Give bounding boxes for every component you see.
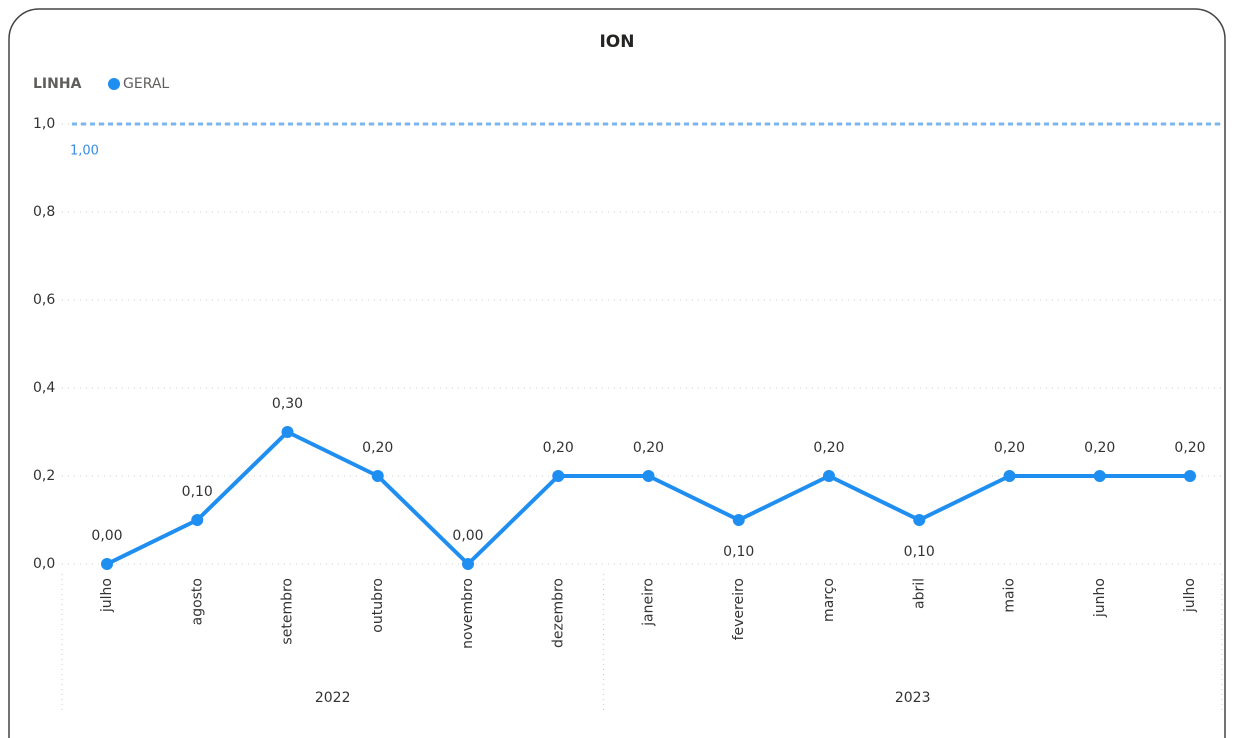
- x-tick-label: novembro: [460, 578, 476, 649]
- data-point: [1184, 470, 1196, 482]
- data-point: [101, 558, 113, 570]
- data-label: 0,20: [1174, 440, 1205, 456]
- data-point: [1003, 470, 1016, 482]
- data-label: 0,00: [91, 528, 122, 544]
- x-tick-label: julho: [1182, 578, 1198, 613]
- x-tick-label: fevereiro: [731, 578, 747, 640]
- data-point: [732, 514, 745, 526]
- data-label: 0,00: [452, 528, 483, 544]
- x-tick-label: setembro: [280, 578, 296, 645]
- data-label: 0,20: [1084, 440, 1115, 456]
- frame: [8, 8, 1226, 738]
- data-label: 0,20: [994, 440, 1025, 456]
- chart-title: ION: [599, 32, 634, 52]
- data-label: 0,10: [723, 544, 754, 560]
- reference-label: 1,00: [70, 144, 99, 159]
- x-tick-label: maio: [1002, 578, 1018, 613]
- data-label: 0,20: [813, 440, 844, 456]
- data-point: [1093, 470, 1106, 482]
- data-point: [191, 514, 204, 526]
- y-tick-label: 1,0: [33, 116, 55, 132]
- data-label: 0,30: [272, 396, 303, 412]
- data-point: [462, 558, 474, 570]
- x-tick-label: outubro: [370, 578, 386, 633]
- x-group-label: 2022: [315, 690, 351, 706]
- data-point: [371, 470, 384, 482]
- x-group-label: 2023: [895, 690, 931, 706]
- data-label: 0,10: [182, 484, 213, 500]
- x-tick-label: abril: [911, 578, 927, 609]
- data-label: 0,20: [362, 440, 393, 456]
- y-tick-label: 0,2: [33, 468, 55, 484]
- y-tick-label: 0,4: [33, 380, 55, 396]
- data-point: [642, 470, 655, 482]
- legend-label: GERAL: [123, 76, 169, 92]
- x-tick-label: julho: [99, 578, 115, 613]
- data-label: 0,10: [904, 544, 935, 560]
- y-tick-label: 0,8: [33, 204, 55, 220]
- data-point: [552, 470, 565, 482]
- data-point: [281, 426, 294, 438]
- y-tick-label: 0,6: [33, 292, 55, 308]
- data-point: [913, 514, 926, 526]
- x-tick-label: março: [821, 578, 837, 622]
- data-point: [823, 470, 835, 482]
- data-label: 0,20: [543, 440, 574, 456]
- legend-marker: [108, 78, 120, 90]
- x-tick-label: dezembro: [550, 578, 566, 648]
- legend-title: LINHA: [33, 76, 82, 92]
- y-tick-label: 0,0: [33, 556, 55, 572]
- x-tick-label: agosto: [189, 578, 205, 625]
- x-tick-label: janeiro: [641, 578, 657, 627]
- x-tick-label: junho: [1092, 578, 1108, 618]
- data-label: 0,20: [633, 440, 664, 456]
